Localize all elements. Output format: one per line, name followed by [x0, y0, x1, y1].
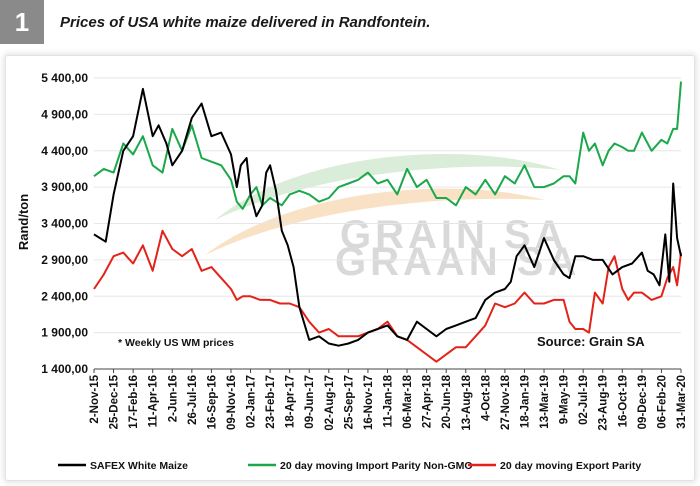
series-line-0 — [93, 87, 682, 347]
x-tick-label: 18-Jan-19 — [519, 375, 531, 428]
x-tick-label: 13-Aug-18 — [461, 374, 473, 430]
y-tick-label: 3 900,00 — [41, 180, 88, 194]
legend-label-2: 20 day moving Export Parity — [500, 460, 641, 472]
x-axis-ticks: 2-Nov-15 25-Dec-15 17-Feb-16 11-Apr-16 2-Jun… — [89, 369, 688, 431]
series-lines — [93, 81, 682, 363]
x-tick-label: 31-Mar-20 — [676, 375, 688, 429]
y-tick-label: 4 400,00 — [41, 144, 88, 158]
x-tick-label: 16-Sep-16 — [206, 375, 218, 429]
y-tick-label: 2 900,00 — [41, 253, 88, 267]
x-tick-label: 16-Nov-17 — [363, 375, 375, 430]
series-line-1 — [93, 81, 682, 210]
legend-label-0: SAFEX White Maize — [90, 460, 188, 472]
x-tick-label: 2-Jun-16 — [167, 375, 179, 422]
figure-number-badge: 1 — [0, 0, 44, 44]
x-tick-label: 23-Feb-17 — [265, 375, 277, 429]
grain-sa-watermark: GRAIN SA GRAAN SA — [205, 154, 580, 284]
x-tick-label: 16-Oct-19 — [617, 375, 629, 427]
x-tick-label: 27-Apr-18 — [422, 374, 434, 428]
x-tick-label: 13-Mar-19 — [539, 375, 551, 429]
x-tick-label: 20-Jun-18 — [441, 374, 453, 428]
x-tick-label: 06-Feb-20 — [656, 375, 668, 429]
x-tick-label: 06-Mar-18 — [402, 374, 414, 428]
x-tick-label: 17-Feb-16 — [128, 375, 140, 429]
figure-title: Prices of USA white maize delivered in R… — [60, 14, 431, 31]
y-axis-ticks: 5 400,00 4 900,00 4 400,00 3 900,00 3 400,00… — [41, 71, 88, 376]
legend: SAFEX White Maize 20 day moving Import Pa… — [58, 460, 641, 472]
x-tick-label: 11-Apr-16 — [148, 375, 160, 427]
y-tick-label: 2 400,00 — [41, 289, 88, 303]
x-tick-label: 09-Jun-17 — [304, 375, 316, 429]
x-tick-label: 25-Dec-15 — [109, 374, 121, 429]
x-tick-label: 2-Nov-15 — [89, 374, 101, 423]
y-axis-label: Rand/ton — [16, 194, 31, 250]
x-tick-label: 09-Nov-16 — [226, 375, 238, 430]
series-line-2 — [93, 229, 682, 363]
chart-note: * Weekly US WM prices — [118, 337, 234, 349]
x-tick-label: 27-Nov-18 — [500, 374, 512, 430]
y-tick-label: 5 400,00 — [41, 71, 88, 85]
x-tick-label: 4-Oct-18 — [480, 374, 492, 421]
x-tick-label: 25-Sep-17 — [343, 375, 355, 429]
y-tick-label: 1 900,00 — [41, 326, 88, 340]
x-tick-label: 26-Jul-16 — [187, 375, 199, 425]
x-tick-label: 23-Aug-19 — [598, 375, 610, 431]
x-tick-label: 02-Aug-17 — [324, 375, 336, 431]
x-tick-label: 02-Jan-17 — [246, 375, 258, 428]
x-tick-label: 9-May-19 — [559, 375, 571, 424]
chart-frame — [6, 56, 694, 480]
source-label: Source: Grain SA — [537, 334, 645, 349]
y-tick-label: 1 400,00 — [41, 362, 88, 376]
x-tick-label: 11-Jan-18 — [383, 374, 395, 427]
y-tick-label: 3 400,00 — [41, 217, 88, 231]
legend-label-1: 20 day moving Import Parity Non-GMO — [280, 460, 473, 472]
watermark-text-2: GRAAN SA — [335, 240, 580, 284]
x-tick-label: 09-Dec-19 — [637, 375, 649, 429]
y-tick-label: 4 900,00 — [41, 107, 88, 121]
x-tick-label: 18-Apr-17 — [285, 375, 297, 428]
watermark-swoosh-orange — [205, 188, 545, 255]
x-tick-label: 02-Jul-19 — [578, 375, 590, 425]
